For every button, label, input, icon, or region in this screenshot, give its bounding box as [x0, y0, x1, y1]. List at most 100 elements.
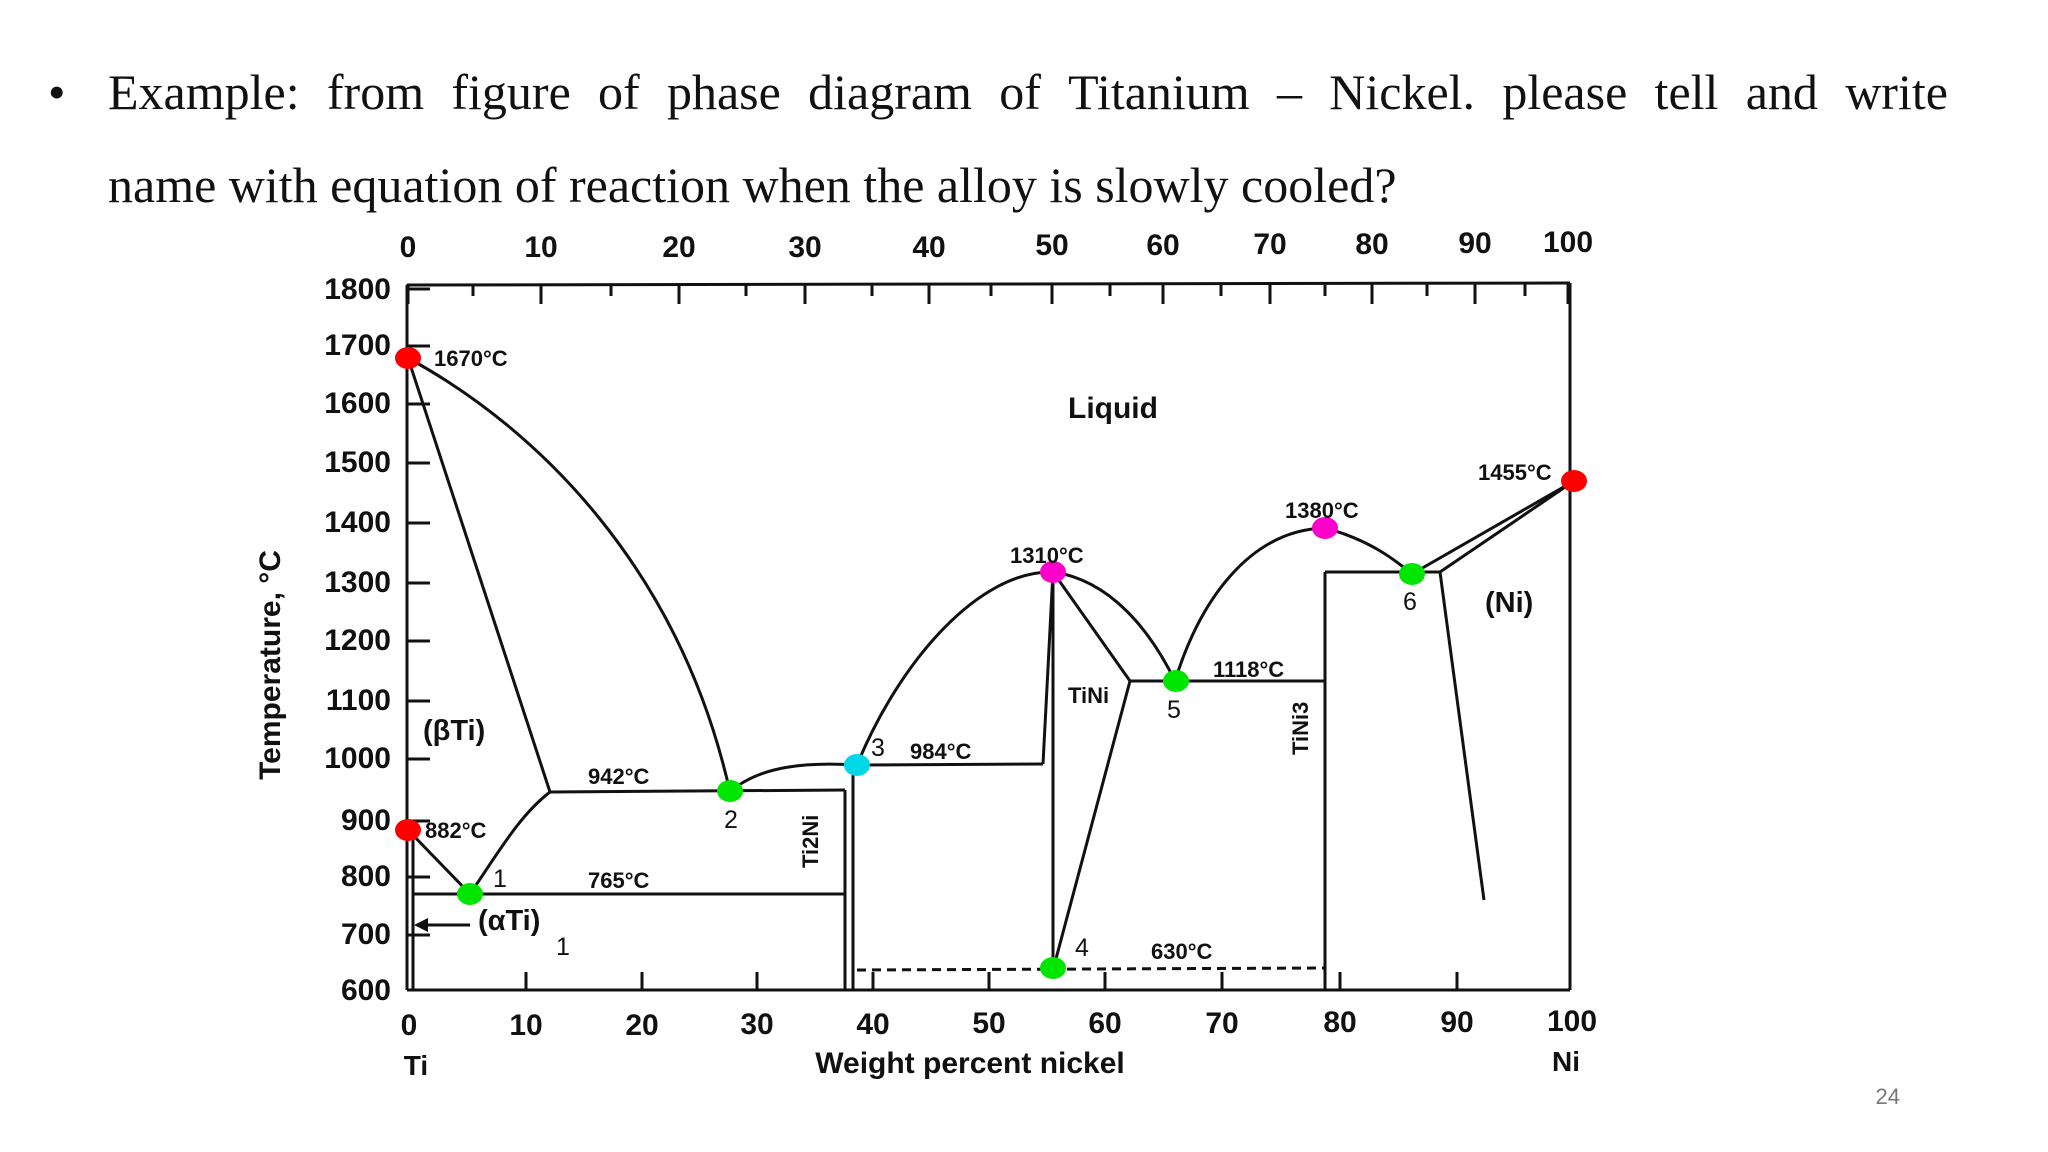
x-bottom-tick-label: 10 [509, 1009, 542, 1042]
temp-label-1380: 1380°C [1285, 498, 1359, 523]
top-tick-marks [406, 284, 1570, 304]
phase-boundaries [406, 356, 1575, 990]
point-label-6: 6 [1403, 588, 1417, 616]
question-line-2: name with equation of reaction when the … [108, 157, 1397, 213]
x-bottom-tick-label: 100 [1547, 1005, 1597, 1038]
bullet-point: • [48, 64, 66, 120]
x-top-tick-label: 30 [788, 231, 821, 264]
tini3-region-label: TiNi3 [1288, 702, 1313, 755]
y-tick-label: 1000 [324, 742, 391, 775]
liquidus-ti-side [407, 356, 732, 793]
y-tick-label: 1800 [324, 273, 391, 306]
question-word: – [1276, 64, 1302, 120]
question-word: diagram [808, 64, 972, 120]
x-top-tick-labels: 0 10 20 30 40 50 60 70 80 90 100 [400, 226, 1593, 264]
tini3-congruent-point-marker [1312, 517, 1338, 539]
question-word: tell [1654, 64, 1719, 120]
y-tick-marks [407, 287, 430, 992]
point-label-2: 2 [724, 806, 738, 834]
x-top-tick-label: 20 [662, 231, 695, 264]
question-word: please [1502, 64, 1628, 120]
point-4-marker [1040, 957, 1066, 979]
temp-label-1310: 1310°C [1010, 543, 1084, 568]
beta-transus-right [468, 790, 551, 895]
point-number-labels: 1 2 3 4 5 6 1 [493, 588, 1417, 962]
x-top-tick-label: 70 [1253, 228, 1286, 261]
eutectic-isotherm-942 [549, 788, 846, 794]
y-tick-label: 1500 [324, 446, 391, 479]
stray-label-1: 1 [556, 933, 570, 961]
x-top-tick-label: 50 [1035, 229, 1068, 262]
y-tick-label: 900 [341, 804, 391, 837]
point-3-marker [844, 754, 870, 776]
question-word: of [598, 64, 640, 120]
temp-label-1118: 1118°C [1213, 657, 1284, 682]
x-bottom-tick-label: 50 [972, 1007, 1005, 1040]
ti2ni-region-label: Ti2Ni [798, 815, 823, 868]
x-top-tick-label: 10 [524, 231, 557, 264]
x-top-tick-label: 80 [1355, 228, 1388, 261]
liquid-region-label: Liquid [1068, 392, 1158, 425]
x-top-tick-label: 90 [1458, 227, 1491, 260]
tini-right-phase-boundary [1051, 680, 1132, 971]
y-tick-label: 700 [341, 918, 391, 951]
x-top-tick-label: 0 [400, 231, 417, 264]
y-tick-label: 600 [341, 974, 391, 1007]
melting-point-ti-marker [395, 347, 421, 369]
point-label-3: 3 [871, 734, 885, 762]
question-word: of [999, 64, 1041, 120]
ni-region-label: (Ni) [1485, 587, 1533, 619]
liquidus-tini3-left [1173, 526, 1326, 682]
allotropic-point-ti-marker [395, 819, 421, 841]
x-bottom-tick-label: 20 [625, 1009, 658, 1042]
question-word: Titanium [1068, 64, 1250, 120]
ni-solvus [1438, 571, 1486, 901]
question-word: write [1845, 64, 1948, 120]
question-word: Nickel. [1329, 64, 1476, 120]
tini-solidus-right [1051, 571, 1132, 682]
x-top-tick-label: 60 [1146, 229, 1179, 262]
y-tick-label: 800 [341, 860, 391, 893]
temp-label-984: 984°C [910, 739, 972, 764]
bottom-tick-marks [524, 972, 1459, 990]
question-word: from [326, 64, 425, 120]
x-bottom-tick-labels: 0 10 20 30 40 50 60 70 80 90 100 [401, 1005, 1597, 1042]
point-6-marker [1399, 563, 1425, 585]
region-labels: Liquid (βTi) (αTi) (Ni) Ti2Ni TiNi TiNi3 [423, 392, 1533, 937]
point-label-1: 1 [493, 865, 507, 893]
temp-label-630: 630°C [1151, 939, 1213, 964]
y-axis-title: Temperature, °C [254, 550, 287, 780]
ti2ni-liquidus [728, 762, 858, 794]
y-tick-label: 1100 [326, 684, 391, 717]
beta-ti-region-label: (βTi) [423, 715, 485, 747]
liquidus-tini-right [1052, 570, 1177, 682]
solidus-ni-side [1439, 479, 1575, 574]
key-points [395, 347, 1587, 979]
temp-label-1455: 1455°C [1478, 460, 1552, 485]
tini-congruent-point-marker [1040, 561, 1066, 583]
question-word: figure [451, 64, 571, 120]
y-tick-label: 1300 [324, 566, 391, 599]
x-bottom-tick-label: 80 [1323, 1006, 1356, 1039]
y-tick-label: 1200 [324, 624, 391, 657]
melting-point-ni-marker [1561, 470, 1587, 492]
tini-left-phase-boundary [1041, 571, 1055, 765]
question-word: Example: [108, 64, 300, 120]
y-tick-label: 1700 [324, 329, 391, 362]
point-5-marker [1163, 670, 1189, 692]
page-number: 24 [1875, 1084, 1900, 1109]
liquidus-tini-left [855, 570, 1054, 766]
alpha-ti-arrow-head [414, 918, 428, 932]
solidus-beta-ti [406, 357, 552, 793]
point-1-marker [457, 883, 483, 905]
eutectoid-isotherm-630 [856, 966, 1326, 972]
x-right-element-label: Ni [1552, 1046, 1580, 1077]
temp-label-882: 882°C [425, 818, 487, 843]
x-bottom-tick-label: 70 [1205, 1007, 1238, 1040]
x-top-tick-label: 40 [912, 231, 945, 264]
temp-label-765: 765°C [588, 868, 650, 893]
x-left-element-label: Ti [404, 1050, 428, 1081]
x-bottom-tick-label: 40 [856, 1008, 889, 1041]
y-tick-label: 1600 [324, 387, 391, 420]
